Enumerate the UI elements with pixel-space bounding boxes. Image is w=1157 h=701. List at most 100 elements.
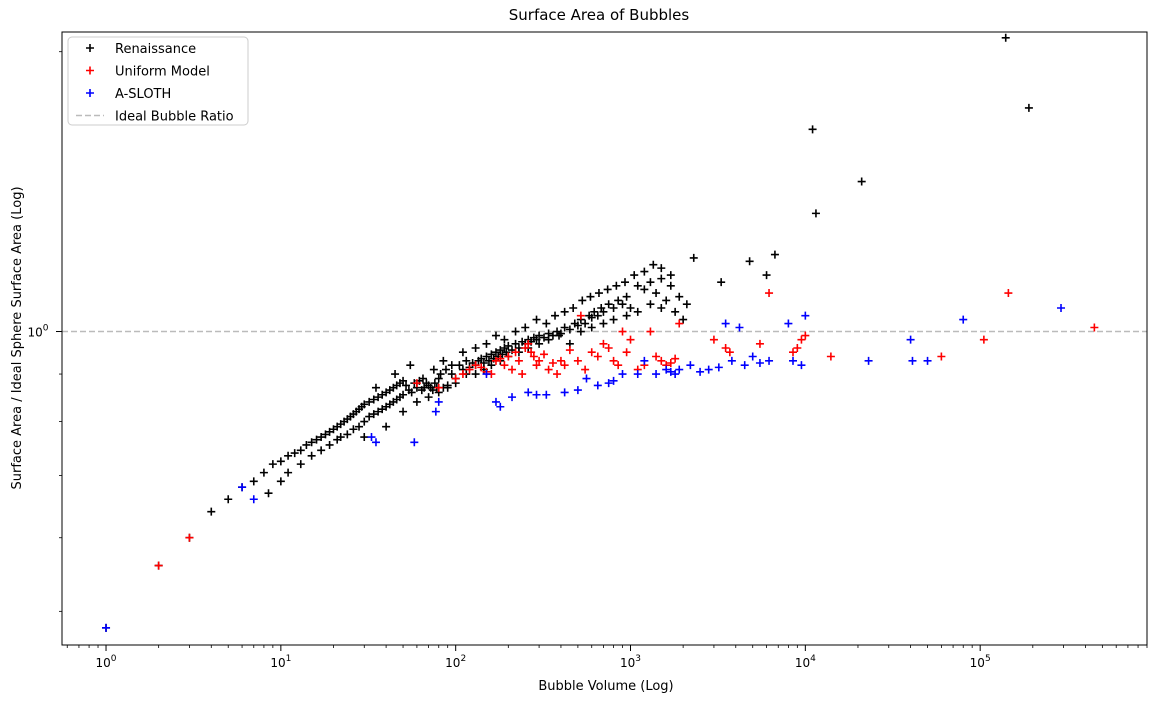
legend-marker (86, 44, 94, 52)
data-point (686, 361, 695, 370)
data-point (539, 333, 548, 342)
data-point (514, 356, 523, 365)
data-point (406, 361, 415, 370)
legend: Renaissance Uniform Model A-SLOTH Ideal Bub… (67, 36, 249, 126)
data-point (307, 451, 316, 460)
data-point (979, 335, 988, 344)
data-point (666, 271, 675, 280)
data-point (721, 319, 730, 328)
y-tick-label: 100 (27, 324, 48, 340)
data-point (102, 623, 111, 632)
data-point (535, 339, 544, 348)
data-point (640, 356, 649, 365)
data-point (560, 307, 569, 316)
data-point (443, 383, 452, 392)
data-point (484, 356, 493, 365)
data-point (430, 379, 439, 388)
data-point (560, 361, 569, 370)
data-point (458, 348, 467, 357)
data-point (487, 361, 496, 370)
data-point (532, 361, 541, 370)
data-point (477, 354, 486, 363)
data-point (360, 417, 369, 426)
data-point (784, 319, 793, 328)
data-point (652, 370, 661, 379)
data-point (594, 289, 603, 298)
legend-label: A-SLOTH (115, 87, 171, 102)
x-axis: 100 101 102 103 104 105 (66, 645, 1148, 670)
data-point (937, 352, 946, 361)
data-point (477, 363, 486, 372)
x-tick-label: 105 (970, 654, 991, 670)
data-point (307, 438, 316, 447)
data-point (727, 356, 736, 365)
data-point (524, 388, 533, 397)
data-point (740, 361, 749, 370)
legend-label: Uniform Model (115, 65, 210, 80)
data-point (532, 390, 541, 399)
data-point (434, 383, 443, 392)
data-point (652, 289, 661, 298)
data-point (418, 374, 427, 383)
data-point (548, 358, 557, 367)
data-point (1057, 303, 1066, 312)
data-point (671, 307, 680, 316)
data-point (154, 561, 163, 570)
data-point (556, 356, 565, 365)
data-point (224, 495, 233, 504)
data-point (471, 370, 480, 379)
data-point (296, 446, 305, 455)
data-point (689, 253, 698, 262)
x-tick-label: 101 (270, 654, 291, 670)
data-point (447, 361, 456, 370)
data-point (312, 435, 321, 444)
data-point (593, 352, 602, 361)
data-point (367, 433, 376, 442)
data-point (649, 260, 658, 269)
data-point (471, 361, 480, 370)
data-point (762, 271, 771, 280)
data-point (496, 354, 505, 363)
data-point (609, 376, 618, 385)
data-point (565, 346, 574, 355)
y-axis-label: Surface Area / Ideal Sphere Surface Area… (10, 186, 25, 489)
data-point (276, 477, 285, 486)
data-point (264, 489, 273, 498)
data-point (500, 361, 509, 370)
data-point (302, 440, 311, 449)
legend-label: Ideal Bubble Ratio (115, 110, 234, 125)
data-point (365, 397, 374, 406)
data-point (410, 438, 419, 447)
data-point (471, 343, 480, 352)
data-point (657, 356, 666, 365)
data-point (532, 315, 541, 324)
data-point (709, 335, 718, 344)
x-tick-label: 102 (445, 654, 466, 670)
data-point (626, 335, 635, 344)
data-point (864, 356, 873, 365)
data-point (521, 323, 530, 332)
data-point (555, 331, 564, 340)
data-point (276, 457, 285, 466)
data-point (508, 393, 517, 402)
data-point (321, 430, 330, 439)
data-point (923, 356, 932, 365)
data-point (621, 278, 630, 287)
data-point (721, 343, 730, 352)
data-point (581, 365, 590, 374)
data-point (491, 397, 500, 406)
data-point (657, 303, 666, 312)
data-point (755, 339, 764, 348)
data-point (374, 407, 383, 416)
data-point (249, 495, 258, 504)
data-point (560, 323, 569, 332)
data-point (666, 367, 675, 376)
data-point (365, 412, 374, 421)
data-point (185, 533, 194, 542)
data-point (573, 386, 582, 395)
data-point (521, 343, 530, 352)
data-point (544, 335, 553, 344)
data-point (857, 177, 866, 186)
data-point (906, 335, 915, 344)
